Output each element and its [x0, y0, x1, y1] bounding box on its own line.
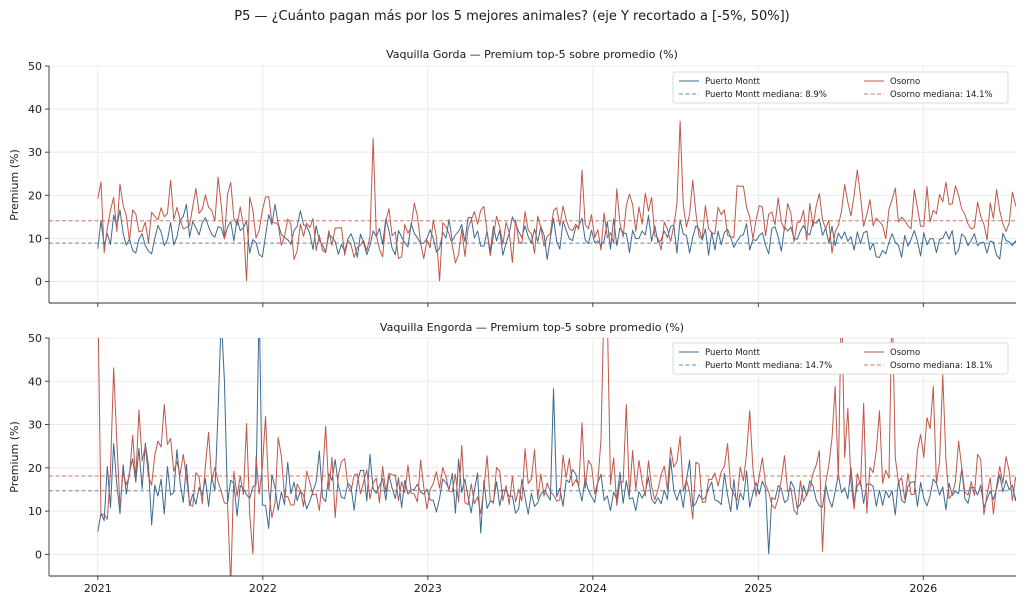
y-tick-label: 20: [28, 189, 42, 202]
series-line: [97, 120, 1016, 282]
series-line: [97, 338, 1016, 555]
y-axis-label: Premium (%): [8, 149, 21, 220]
legend-label: Puerto Montt mediana: 14.7%: [705, 361, 832, 371]
y-axis-label: Premium (%): [8, 421, 21, 492]
legend: Puerto Montt Puerto Montt mediana: 8.9% Os…: [672, 71, 1009, 104]
legend-label: Puerto Montt: [705, 77, 761, 87]
y-tick-label: 0: [35, 275, 42, 288]
y-tick-label: 30: [28, 146, 42, 159]
legend-label: Osorno: [890, 77, 920, 87]
chart-panel-vaquilla-engorda: Vaquilla Engorda — Premium top-5 sobre p…: [8, 321, 1016, 595]
legend-label: Osorno mediana: 18.1%: [890, 361, 993, 371]
y-tick-label: 50: [28, 332, 42, 345]
chart-panel-vaquilla-gorda: Vaquilla Gorda — Premium top-5 sobre pro…: [8, 48, 1016, 307]
grid: [49, 65, 1016, 303]
x-tick-label: 2021: [84, 582, 112, 595]
plot-area: [49, 338, 1016, 576]
legend-label: Osorno: [890, 348, 920, 358]
legend-box: [672, 71, 1009, 104]
x-tick-label: 2026: [909, 582, 937, 595]
x-tick-label: 2025: [744, 582, 772, 595]
y-tick-label: 10: [28, 232, 42, 245]
legend: Puerto Montt Puerto Montt mediana: 14.7% O…: [672, 342, 1009, 375]
figure-suptitle: P5 — ¿Cuánto pagan más por los 5 mejores…: [234, 9, 790, 24]
legend-label: Osorno mediana: 14.1%: [890, 90, 993, 100]
x-tick-label: 2024: [579, 582, 607, 595]
y-tick-label: 50: [28, 60, 42, 73]
series-line: [97, 203, 1016, 260]
x-tick-label: 2022: [249, 582, 277, 595]
y-tick-label: 0: [35, 548, 42, 561]
y-tick-label: 40: [28, 375, 42, 388]
x-tick-label: 2023: [414, 582, 442, 595]
legend-label: Puerto Montt mediana: 8.9%: [705, 90, 827, 100]
plot-area: [49, 120, 1016, 282]
chart-title: Vaquilla Gorda — Premium top-5 sobre pro…: [386, 48, 678, 61]
legend-label: Puerto Montt: [705, 348, 761, 358]
series-line: [97, 338, 1016, 576]
y-tick-label: 40: [28, 103, 42, 116]
chart-title: Vaquilla Engorda — Premium top-5 sobre p…: [380, 321, 684, 334]
grid: [49, 337, 1016, 576]
y-tick-label: 30: [28, 419, 42, 432]
y-tick-label: 10: [28, 505, 42, 518]
y-tick-label: 20: [28, 462, 42, 475]
legend-box: [672, 342, 1009, 375]
